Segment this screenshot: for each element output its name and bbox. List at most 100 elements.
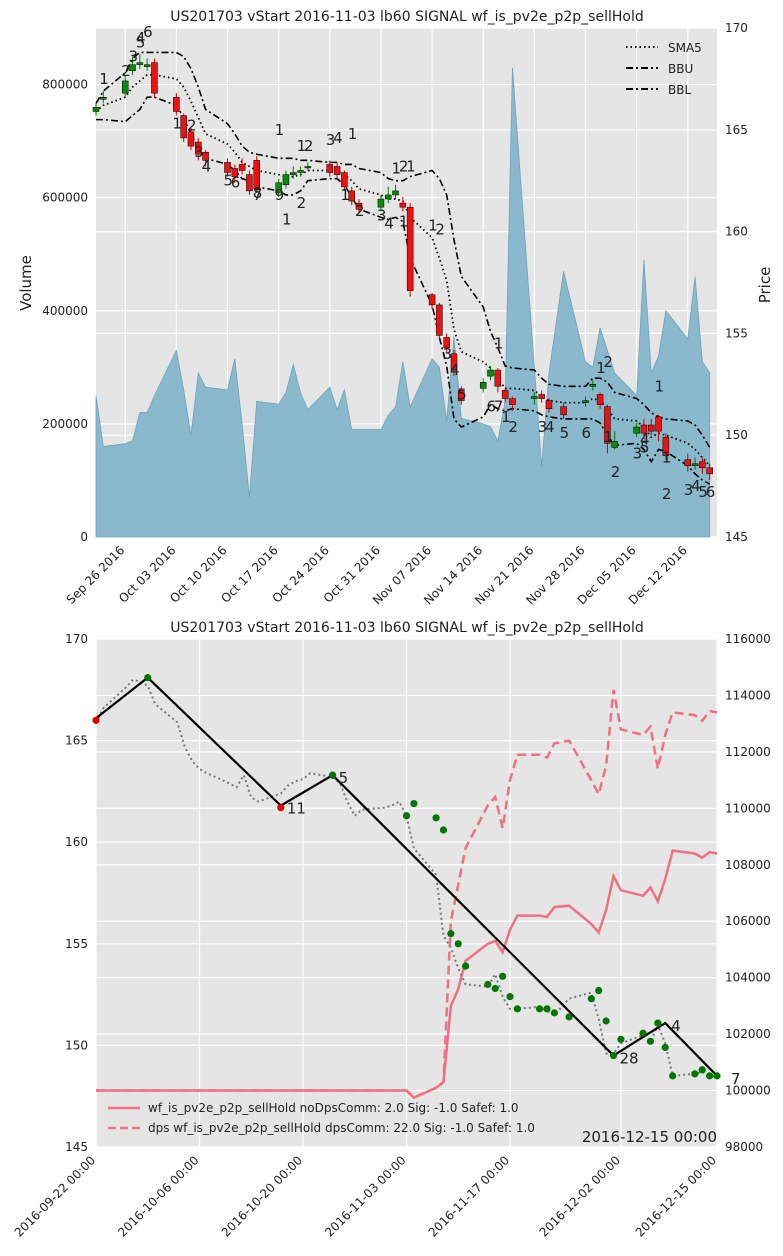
bottom-x-tick-label: 2016-09-22 00:00	[12, 1153, 98, 1239]
equity-axis-ticks: 98000 100000 102000 104000 106000 108000 11000…	[725, 632, 771, 1154]
candle-label: 1	[348, 125, 358, 143]
equity-tick-label: 116000	[725, 632, 771, 646]
candle-body	[333, 166, 341, 175]
candle-label: 1	[172, 115, 182, 133]
candle-body	[195, 141, 202, 155]
price-dotted-series	[95, 678, 717, 1077]
candle-label: 6	[231, 174, 241, 192]
candle-body	[501, 390, 509, 399]
price-tick-label: 145	[725, 530, 748, 544]
candle-body	[399, 202, 407, 208]
candle-label: 2	[304, 137, 314, 155]
candle-body	[706, 467, 713, 475]
candle-label: 1	[662, 449, 672, 467]
signal-marker	[410, 799, 418, 808]
signal-marker	[402, 812, 411, 820]
bottom-price-tick-label: 170	[65, 632, 88, 646]
candle-label: 1	[428, 216, 438, 234]
candle-label: 3	[377, 206, 387, 224]
signal-marker	[698, 1066, 706, 1074]
price-tick-label: 150	[725, 428, 748, 442]
candle-label: 3	[443, 345, 453, 363]
candle-label: 2	[121, 62, 131, 80]
candle-label: 1	[406, 157, 416, 175]
price-dotted-line	[95, 678, 717, 1077]
candle-label: 1	[655, 377, 665, 395]
bottom-x-tick-label: 2016-11-17 00:00	[426, 1153, 512, 1239]
candle-label: 2	[603, 353, 613, 371]
candle-body	[436, 304, 443, 336]
bottom-x-tick-label: 2016-10-06 00:00	[115, 1153, 201, 1239]
candle-body	[633, 426, 640, 434]
candle-body	[151, 62, 158, 94]
candle-label: 7	[494, 398, 504, 416]
signal-marker	[491, 984, 499, 993]
signal-marker	[550, 1009, 558, 1017]
candle-body	[384, 194, 392, 200]
candle-body	[246, 174, 253, 192]
legend-sma5: SMA5	[668, 41, 702, 55]
candle-label: 3	[538, 418, 548, 436]
candle-label: 4	[202, 157, 212, 175]
equity-tick-label: 106000	[725, 914, 771, 928]
candle-label: 3	[194, 143, 204, 161]
signal-marker	[277, 804, 285, 812]
signal-marker	[513, 1005, 521, 1013]
candle-label: 1	[596, 359, 606, 377]
candle-label: 4	[691, 477, 701, 495]
candle-label: 2	[508, 418, 518, 436]
signal-marker	[432, 814, 440, 822]
candle-body	[428, 294, 436, 306]
candle-body	[392, 190, 399, 196]
candle-label: 1	[99, 70, 109, 88]
candle-label: 4	[136, 29, 146, 47]
bottom-price-axis-ticks: 145 150 155 160 165 170	[65, 632, 88, 1154]
candle-body	[560, 406, 567, 416]
candle-body	[406, 206, 414, 291]
candle-body	[297, 170, 304, 173]
candle-label: 4	[545, 418, 555, 436]
signal-marker	[595, 986, 603, 995]
pivot-label: 11	[287, 800, 306, 818]
candle-label: 4	[384, 214, 394, 232]
equity-tick-label: 108000	[725, 858, 771, 872]
volume-tick-label: 400000	[42, 304, 88, 318]
volume-tick-label: 200000	[42, 417, 88, 431]
candle-body	[662, 436, 670, 456]
candle-body	[100, 96, 107, 100]
candle-body	[136, 62, 144, 65]
candle-body	[187, 131, 195, 147]
candle-body	[224, 162, 231, 173]
bottom-gridlines	[95, 638, 718, 1148]
volume-area-fill	[95, 67, 711, 538]
equity-lines	[96, 689, 718, 1100]
volume-tick-label: 0	[80, 530, 88, 544]
candle-body	[509, 398, 516, 405]
signal-marker	[661, 1043, 669, 1052]
bottom-chart-title: US201703 vStart 2016-11-03 lb60 SIGNAL w…	[170, 620, 643, 636]
bottom-x-tick-label: 2016-10-20 00:00	[219, 1153, 305, 1239]
dps-equity-line	[96, 689, 718, 1100]
candle-body	[545, 400, 553, 409]
pivot-label: 28	[620, 1050, 639, 1068]
candle-body	[231, 168, 239, 177]
volume-axis-ticks: 0 200000 400000 600000 800000	[42, 78, 88, 544]
signal-marker	[565, 1013, 573, 1021]
price-axis-label: Price	[756, 267, 774, 304]
candle-body	[479, 382, 487, 389]
candle-body	[443, 337, 450, 348]
bottom-legend: wf_is_pv2e_p2p_sellHold noDpsComm: 2.0 S…	[108, 1101, 535, 1135]
price-tick-label: 165	[725, 123, 748, 137]
candle-body	[348, 190, 355, 202]
candle-label: 1	[603, 428, 613, 446]
signal-markers	[92, 674, 721, 1080]
candle-label: 2	[399, 157, 409, 175]
bottom-x-tick-label: 2016-12-02 00:00	[537, 1153, 623, 1239]
price-tick-label: 160	[725, 225, 748, 239]
price-tick-label: 155	[725, 326, 748, 340]
candle-label: 6	[581, 424, 591, 442]
bottom-chart: US201703 vStart 2016-11-03 lb60 SIGNAL w…	[12, 620, 771, 1240]
candle-label: 9	[275, 186, 285, 204]
